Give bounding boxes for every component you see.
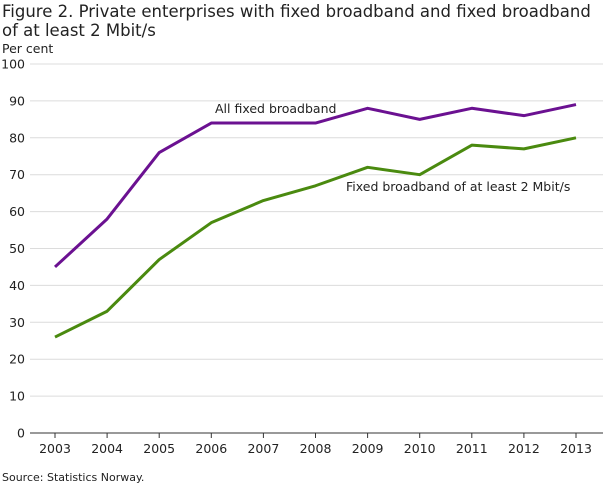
x-tick-label: 2009: [352, 441, 384, 456]
x-tick-label: 2010: [404, 441, 436, 456]
y-tick-label: 30: [9, 315, 25, 330]
chart-title: Figure 2. Private enterprises with fixed…: [2, 2, 591, 40]
x-tick-label: 2005: [143, 441, 175, 456]
series-label-all-fixed-broadband: All fixed broadband: [215, 101, 336, 116]
y-tick-label: 80: [9, 130, 25, 145]
y-tick-label: 50: [9, 241, 25, 256]
y-tick-label: 60: [9, 204, 25, 219]
x-tick-label: 2006: [195, 441, 227, 456]
x-tick-label: 2008: [300, 441, 332, 456]
y-tick-label: 20: [9, 352, 25, 367]
series-line-2: [54, 136, 577, 339]
x-tick-label: 2003: [39, 441, 71, 456]
y-tick-label: 10: [9, 389, 25, 404]
series-label-fixed-broadband-2mbit: Fixed broadband of at least 2 Mbit/s: [346, 179, 570, 194]
x-tick-label: 2013: [560, 441, 592, 456]
x-tick-label: 2004: [91, 441, 123, 456]
y-tick-label: 100: [1, 57, 25, 72]
source-note: Source: Statistics Norway.: [2, 471, 145, 484]
y-tick-label: 40: [9, 278, 25, 293]
y-tick-label: 70: [9, 167, 25, 182]
x-tick-label: 2007: [247, 441, 279, 456]
y-tick-label: 0: [17, 426, 25, 441]
x-tick-label: 2012: [508, 441, 540, 456]
y-axis-label: Per cent: [2, 41, 54, 56]
y-tick-label: 90: [9, 93, 25, 108]
x-tick-label: 2011: [456, 441, 488, 456]
